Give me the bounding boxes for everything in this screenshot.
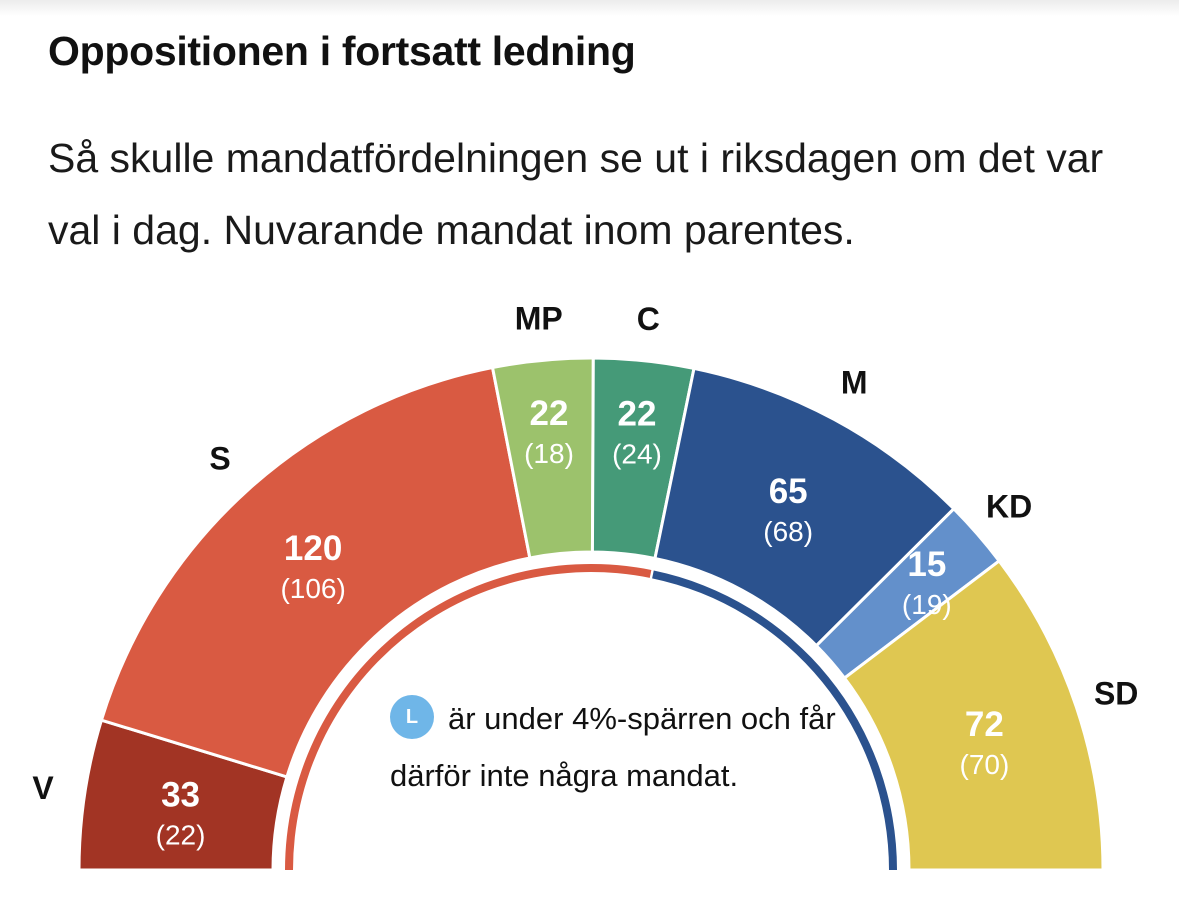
party-name-v: V <box>32 770 54 806</box>
previous-seats-kd: (19) <box>902 589 952 620</box>
seats-s: 120 <box>284 529 342 568</box>
seat-segments <box>77 356 1105 872</box>
chart-title: Oppositionen i fortsatt ledning <box>48 28 636 74</box>
bloc-arc-2 <box>652 570 897 870</box>
seats-kd: 15 <box>907 545 946 584</box>
previous-seats-m: (68) <box>763 516 813 547</box>
threshold-note-text: är under 4%-spärren och får därför inte … <box>390 701 836 793</box>
party-labels: V 33 (22) S 120 (106) MP 22 (18) C 22 (24) M 65 (68) KD… <box>32 300 1138 850</box>
seats-m: 65 <box>769 472 808 511</box>
previous-seats-v: (22) <box>156 820 206 851</box>
bloc-arcs <box>285 564 897 870</box>
top-shadow <box>0 0 1179 16</box>
party-name-mp: MP <box>515 300 563 336</box>
chart-subtitle: Så skulle mandatfördelningen se ut i rik… <box>48 135 1104 253</box>
previous-seats-mp: (18) <box>524 438 574 469</box>
previous-seats-s: (106) <box>280 573 345 604</box>
segment-s <box>99 365 532 779</box>
seats-v: 33 <box>161 776 200 815</box>
seats-mp: 22 <box>530 394 569 433</box>
party-name-s: S <box>209 441 230 477</box>
segment-sd <box>842 558 1105 872</box>
party-name-c: C <box>637 301 660 337</box>
seats-c: 22 <box>618 394 657 433</box>
seats-sd: 72 <box>965 705 1004 744</box>
party-name-sd: SD <box>1094 676 1138 712</box>
party-name-m: M <box>841 365 868 401</box>
party-name-kd: KD <box>986 489 1032 525</box>
l-party-badge: L <box>390 694 434 739</box>
previous-seats-sd: (70) <box>960 749 1010 780</box>
previous-seats-c: (24) <box>612 438 662 469</box>
